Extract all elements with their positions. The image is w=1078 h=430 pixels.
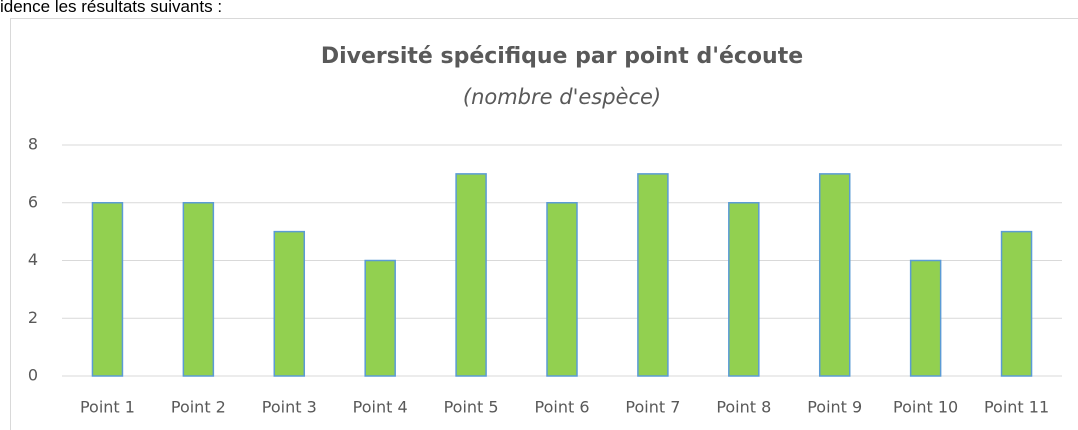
x-tick-label: Point 6: [535, 398, 590, 417]
chart-subtitle: (nombre d'espèce): [463, 85, 661, 109]
x-tick-label: Point 4: [353, 398, 408, 417]
caption: idence les résultats suivants :: [0, 0, 222, 16]
bar: [91, 202, 124, 377]
bar: [909, 259, 942, 377]
x-tick-label: Point 10: [893, 398, 958, 417]
y-tick-label: 2: [28, 308, 38, 327]
x-tick-label: Point 2: [171, 398, 226, 417]
bar: [546, 202, 578, 377]
x-tick-label: Point 1: [80, 398, 135, 417]
y-tick-label: 0: [28, 366, 38, 385]
x-tick-label: Point 5: [444, 398, 499, 417]
y-tick-label: 8: [28, 135, 38, 154]
x-tick-label: Point 7: [625, 398, 680, 417]
bar: [818, 173, 851, 377]
bar: [364, 259, 396, 377]
x-tick-label: Point 3: [262, 398, 317, 417]
bar: [273, 230, 306, 377]
bar: [728, 202, 760, 377]
y-tick-label: 6: [28, 192, 38, 211]
chart-title: Diversité spécifique par point d'écoute: [321, 44, 803, 69]
x-tick-label: Point 11: [984, 398, 1049, 417]
bar: [637, 173, 669, 377]
x-tick-label: Point 9: [807, 398, 862, 417]
y-tick-label: 4: [28, 250, 38, 269]
x-tick-label: Point 8: [716, 398, 771, 417]
bar: [1000, 230, 1033, 377]
bar: [182, 202, 215, 377]
bar: [455, 173, 487, 377]
